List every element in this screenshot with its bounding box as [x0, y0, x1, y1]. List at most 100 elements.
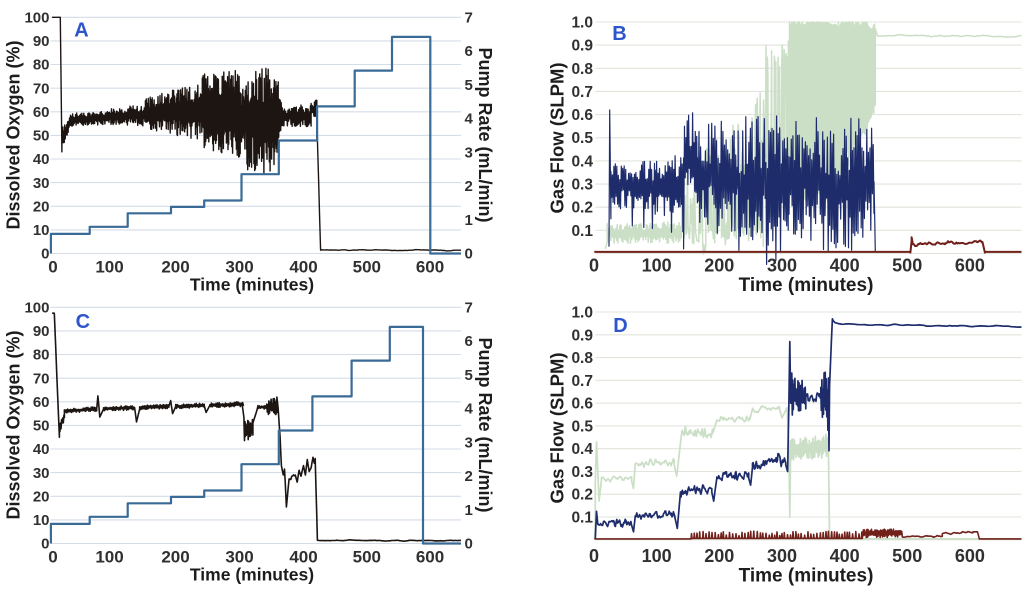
svg-text:0.7: 0.7: [571, 84, 593, 101]
svg-text:90: 90: [33, 33, 50, 50]
svg-text:Dissolved Oxygen (%): Dissolved Oxygen (%): [4, 330, 24, 519]
svg-text:40: 40: [33, 151, 50, 168]
svg-text:20: 20: [33, 489, 50, 506]
svg-text:Dissolved Oxygen (%): Dissolved Oxygen (%): [4, 40, 24, 229]
svg-text:600: 600: [955, 256, 985, 276]
svg-text:20: 20: [33, 199, 50, 216]
svg-text:500: 500: [892, 256, 922, 276]
svg-text:100: 100: [24, 10, 49, 27]
svg-text:100: 100: [642, 546, 672, 566]
svg-text:3: 3: [465, 435, 473, 452]
svg-text:100: 100: [24, 300, 49, 317]
svg-text:7: 7: [465, 10, 473, 27]
svg-text:4: 4: [465, 111, 474, 128]
svg-text:500: 500: [353, 548, 381, 567]
svg-text:300: 300: [225, 258, 253, 277]
svg-text:40: 40: [33, 441, 50, 458]
svg-text:400: 400: [289, 258, 317, 277]
svg-text:30: 30: [33, 175, 50, 192]
svg-text:0.3: 0.3: [571, 464, 593, 481]
svg-text:0: 0: [465, 536, 473, 553]
svg-text:C: C: [76, 311, 90, 333]
svg-text:0.1: 0.1: [571, 510, 593, 527]
svg-text:0.6: 0.6: [571, 396, 593, 413]
svg-text:100: 100: [95, 548, 123, 567]
svg-text:600: 600: [416, 548, 444, 567]
svg-text:Time (minutes): Time (minutes): [190, 275, 314, 295]
svg-text:50: 50: [33, 128, 50, 145]
svg-text:Gas Flow (SLPM): Gas Flow (SLPM): [547, 352, 568, 503]
svg-text:600: 600: [955, 546, 985, 566]
svg-text:500: 500: [892, 546, 922, 566]
svg-text:100: 100: [642, 256, 672, 276]
svg-text:50: 50: [33, 418, 50, 435]
svg-text:4: 4: [465, 401, 474, 418]
svg-text:60: 60: [33, 394, 50, 411]
svg-text:0: 0: [48, 548, 57, 567]
svg-text:10: 10: [33, 512, 50, 529]
svg-text:D: D: [613, 315, 627, 337]
svg-text:3: 3: [465, 145, 473, 162]
svg-text:0: 0: [589, 256, 599, 276]
svg-text:80: 80: [33, 57, 50, 74]
svg-text:60: 60: [33, 104, 50, 121]
svg-text:0.5: 0.5: [571, 418, 593, 435]
svg-text:1: 1: [465, 502, 473, 519]
svg-text:0.3: 0.3: [571, 177, 593, 194]
svg-text:80: 80: [33, 347, 50, 364]
svg-text:400: 400: [289, 548, 317, 567]
svg-text:6: 6: [465, 333, 473, 350]
svg-text:0.4: 0.4: [571, 441, 593, 458]
svg-text:0.5: 0.5: [571, 130, 593, 147]
svg-text:1.0: 1.0: [571, 15, 593, 32]
svg-text:1: 1: [465, 212, 473, 229]
svg-text:0.1: 0.1: [571, 223, 593, 240]
svg-text:0.9: 0.9: [571, 38, 593, 55]
svg-text:0: 0: [41, 536, 49, 553]
svg-text:Time (minutes): Time (minutes): [739, 566, 874, 587]
svg-text:Time (minutes): Time (minutes): [739, 275, 874, 296]
svg-text:200: 200: [704, 546, 734, 566]
svg-text:0.2: 0.2: [571, 200, 593, 217]
svg-text:Time (minutes): Time (minutes): [190, 565, 314, 585]
svg-text:2: 2: [465, 468, 473, 485]
svg-text:1.0: 1.0: [571, 305, 593, 322]
svg-text:600: 600: [416, 258, 444, 277]
svg-text:200: 200: [704, 256, 734, 276]
svg-text:0.8: 0.8: [571, 350, 593, 367]
svg-text:0: 0: [41, 246, 49, 263]
svg-text:0.6: 0.6: [571, 107, 593, 124]
svg-text:300: 300: [767, 546, 797, 566]
svg-text:0.8: 0.8: [571, 61, 593, 78]
svg-text:400: 400: [830, 256, 860, 276]
svg-text:10: 10: [33, 222, 50, 239]
svg-text:500: 500: [353, 258, 381, 277]
svg-text:Gas Flow (SLPM): Gas Flow (SLPM): [547, 62, 568, 213]
svg-text:A: A: [74, 20, 88, 42]
svg-text:0.9: 0.9: [571, 327, 593, 344]
svg-text:30: 30: [33, 465, 50, 482]
svg-text:0: 0: [465, 246, 473, 263]
svg-text:Pump Rate (mL/min): Pump Rate (mL/min): [475, 47, 495, 222]
svg-text:0.7: 0.7: [571, 373, 593, 390]
svg-text:5: 5: [465, 77, 473, 94]
svg-text:6: 6: [465, 43, 473, 60]
svg-text:0: 0: [48, 258, 57, 277]
svg-text:70: 70: [33, 80, 50, 97]
svg-text:7: 7: [465, 300, 473, 317]
svg-text:70: 70: [33, 370, 50, 387]
svg-text:2: 2: [465, 178, 473, 195]
svg-text:B: B: [612, 23, 626, 45]
svg-text:0.4: 0.4: [571, 153, 593, 170]
svg-text:100: 100: [95, 258, 123, 277]
svg-text:300: 300: [767, 256, 797, 276]
svg-text:300: 300: [225, 548, 253, 567]
svg-text:Pump Rate (mL/min): Pump Rate (mL/min): [475, 337, 495, 512]
svg-text:5: 5: [465, 367, 473, 384]
svg-text:400: 400: [830, 546, 860, 566]
svg-text:90: 90: [33, 323, 50, 340]
svg-text:200: 200: [161, 548, 189, 567]
svg-text:0.2: 0.2: [571, 487, 593, 504]
svg-text:0: 0: [589, 546, 599, 566]
svg-text:200: 200: [161, 258, 189, 277]
